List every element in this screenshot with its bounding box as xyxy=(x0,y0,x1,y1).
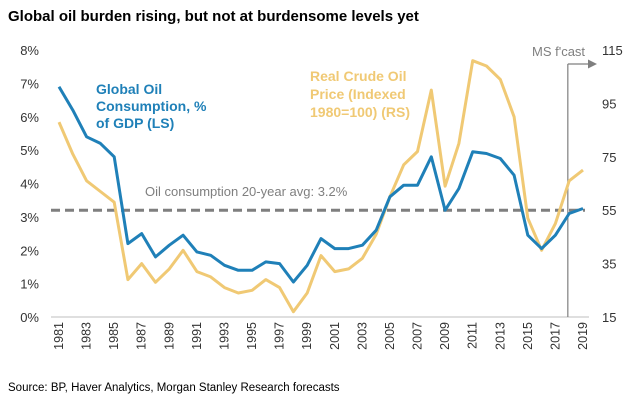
left-axis-tick-label: 0% xyxy=(20,310,39,325)
left-axis-tick-label: 4% xyxy=(20,177,39,192)
series-label-line: Consumption, % xyxy=(96,98,207,114)
right-axis-tick-label: 35 xyxy=(602,257,616,272)
series-label-real-crude-oil-price: Real Crude Oil Price (Indexed 1980=100) … xyxy=(310,68,410,120)
left-axis-tick-label: 5% xyxy=(20,143,39,158)
x-axis-tick-label: 1987 xyxy=(135,322,149,350)
right-axis-tick-label: 75 xyxy=(602,150,616,165)
x-axis-ticks: 1981 1983 1985 1987 1989 1991 1993 1995 1997 1999… xyxy=(52,322,590,350)
x-axis-tick-label: 2019 xyxy=(576,322,590,350)
x-axis-tick-label: 1989 xyxy=(162,322,176,350)
right-axis-tick-label: 55 xyxy=(602,203,616,218)
series-label-line: Real Crude Oil xyxy=(310,68,406,84)
x-axis-tick-label: 2001 xyxy=(328,322,342,350)
forecast-label: MS f'cast xyxy=(532,44,585,59)
x-axis-tick-label: 2005 xyxy=(383,322,397,350)
right-axis-tick-label: 95 xyxy=(602,96,616,111)
x-axis-tick-label: 1983 xyxy=(80,322,94,350)
x-axis-tick-label: 2017 xyxy=(548,322,562,350)
x-axis-tick-label: 2009 xyxy=(438,322,452,350)
left-axis-tick-label: 2% xyxy=(20,243,39,258)
series-label-line: Price (Indexed xyxy=(310,86,406,102)
x-axis-tick-label: 1993 xyxy=(217,322,231,350)
forecast-arrow-icon xyxy=(588,59,597,69)
x-axis-tick-label: 1999 xyxy=(300,322,314,350)
x-axis-tick-label: 1997 xyxy=(273,322,287,350)
x-axis-tick-label: 2011 xyxy=(466,322,480,349)
series-label-line: of GDP (LS) xyxy=(96,115,174,131)
left-axis-ticks: 0% 1% 2% 3% 4% 5% 6% 7% 8% xyxy=(20,43,39,325)
left-axis-tick-label: 1% xyxy=(20,277,39,292)
series-label-line: Global Oil xyxy=(96,81,162,97)
left-axis-tick-label: 3% xyxy=(20,210,39,225)
x-axis-tick-label: 1985 xyxy=(107,322,121,350)
left-axis-tick-label: 8% xyxy=(20,43,39,58)
left-axis-tick-label: 6% xyxy=(20,110,39,125)
x-axis-tick-label: 1981 xyxy=(52,322,66,350)
chart-title: Global oil burden rising, but not at bur… xyxy=(8,8,419,25)
left-axis-tick-label: 7% xyxy=(20,76,39,91)
x-axis-tick-label: 2015 xyxy=(521,322,535,350)
series-line-global-oil-consumption xyxy=(57,85,584,284)
x-axis-tick-label: 2013 xyxy=(493,322,507,350)
right-axis-tick-label: 115 xyxy=(602,43,623,58)
series-label-line: 1980=100) (RS) xyxy=(310,104,410,120)
series-line-real-crude-oil-price xyxy=(57,59,584,314)
right-axis-tick-label: 15 xyxy=(602,310,616,325)
x-axis-tick-label: 1995 xyxy=(245,322,259,350)
x-axis-tick-label: 2007 xyxy=(411,322,425,350)
x-axis-tick-label: 2003 xyxy=(355,322,369,350)
x-axis-tick-label: 1991 xyxy=(190,322,204,350)
series-label-global-oil-consumption: Global Oil Consumption, % of GDP (LS) xyxy=(96,81,210,131)
reference-line-label: Oil consumption 20-year avg: 3.2% xyxy=(145,184,348,199)
right-axis-ticks: 15 35 55 75 95 115 xyxy=(602,43,623,325)
source-note: Source: BP, Haver Analytics, Morgan Stan… xyxy=(8,382,340,394)
